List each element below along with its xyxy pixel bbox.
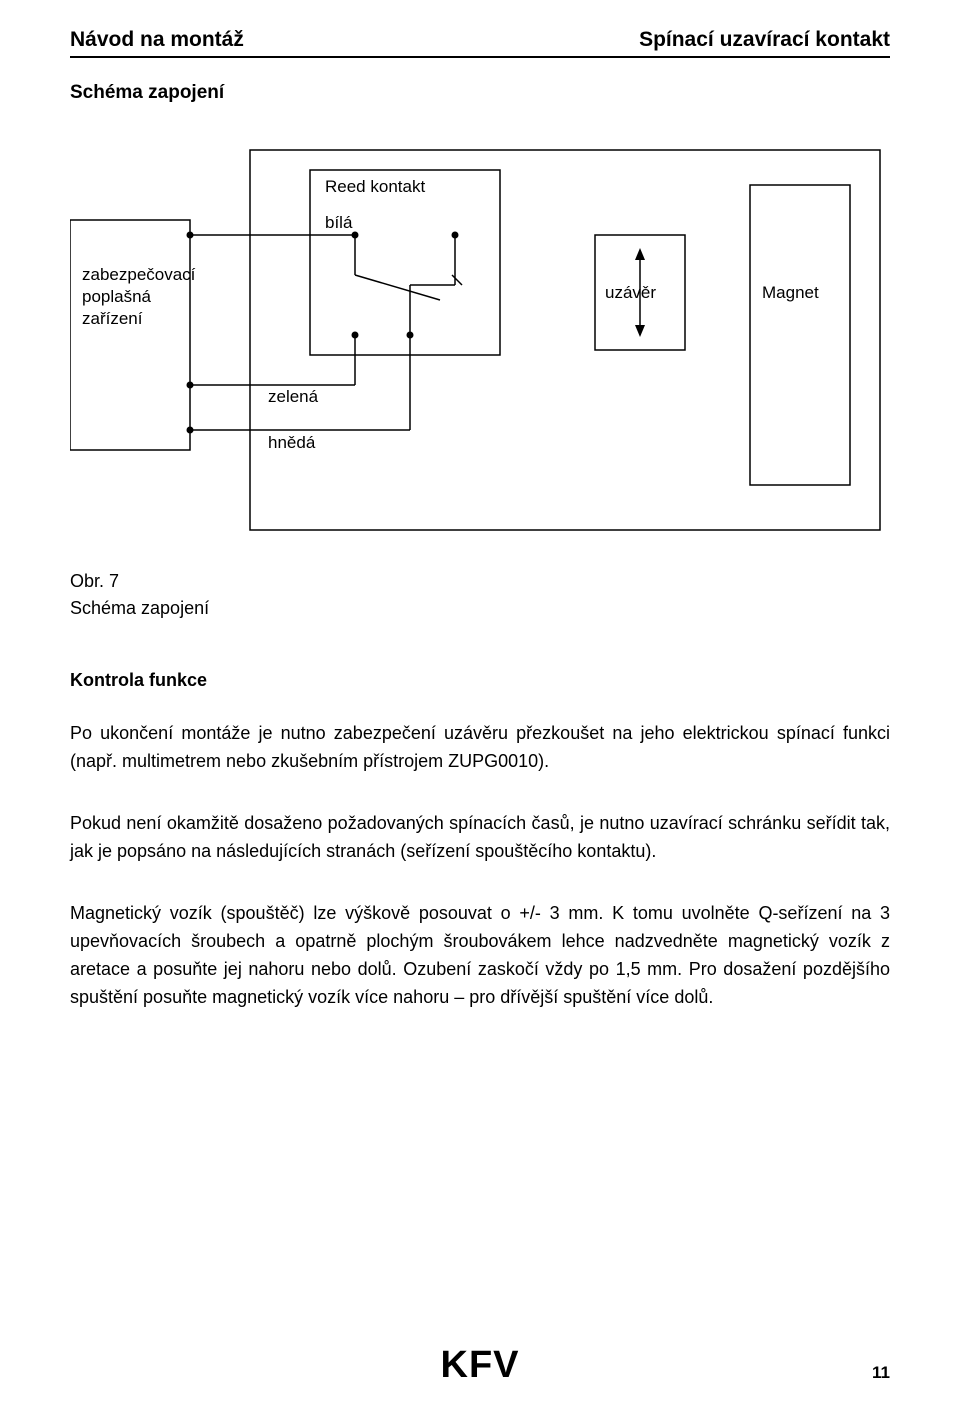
label-hneda: hnědá <box>268 433 316 452</box>
caption-line2: Schéma zapojení <box>70 598 209 618</box>
wiring-diagram: Reed kontakt bílá zabezpečovací poplašná… <box>70 140 890 540</box>
page-number: 11 <box>872 1363 890 1383</box>
caption-line1: Obr. 7 <box>70 571 119 591</box>
header-right: Spínací uzavírací kontakt <box>639 28 890 52</box>
paragraph-1: Po ukončení montáže je nutno zabezpečení… <box>70 720 890 776</box>
header-left: Návod na montáž <box>70 28 244 52</box>
label-reed: Reed kontakt <box>325 177 425 196</box>
label-bila: bílá <box>325 213 353 232</box>
page-header: Návod na montáž Spínací uzavírací kontak… <box>70 28 890 58</box>
label-zab-1: zabezpečovací <box>82 265 196 284</box>
paragraph-3: Magnetický vozík (spouštěč) lze výškově … <box>70 900 890 1012</box>
label-magnet: Magnet <box>762 283 819 302</box>
label-zab-2: poplašná <box>82 287 152 306</box>
figure-caption: Obr. 7 Schéma zapojení <box>70 568 209 622</box>
label-zab-3: zařízení <box>82 309 143 328</box>
paragraph-2: Pokud není okamžitě dosaženo požadovanýc… <box>70 810 890 866</box>
footer-logo: KFV <box>441 1344 520 1387</box>
label-zelena: zelená <box>268 387 319 406</box>
section-title: Schéma zapojení <box>70 82 224 104</box>
subheading-kontrola: Kontrola funkce <box>70 670 207 691</box>
label-uzaver: uzávěr <box>605 283 656 302</box>
